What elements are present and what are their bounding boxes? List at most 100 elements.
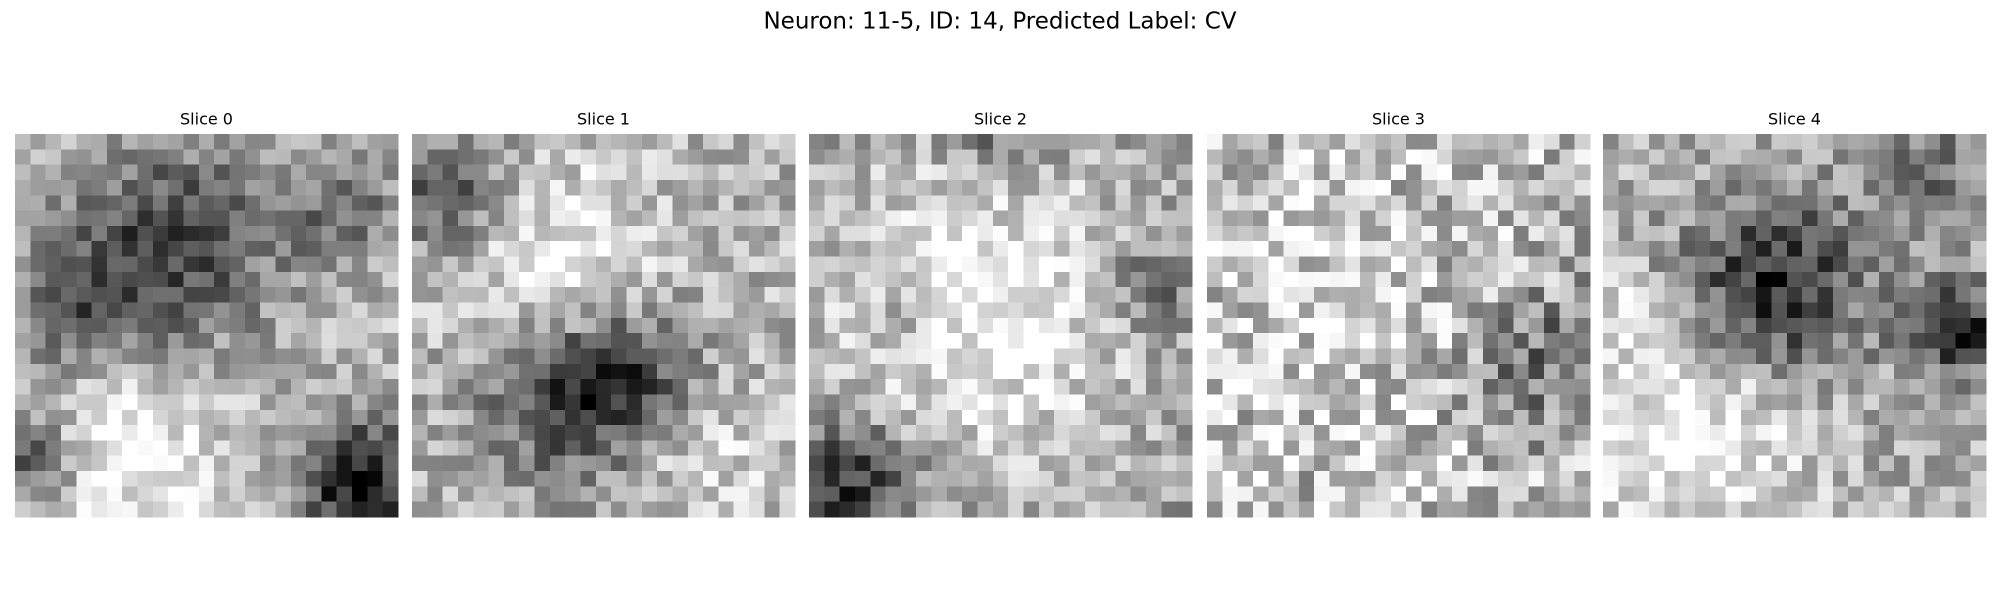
pixel	[1038, 302, 1055, 319]
pixel	[1574, 271, 1591, 288]
pixel	[91, 486, 108, 503]
pixel	[412, 425, 428, 441]
pixel	[367, 348, 384, 365]
pixel	[779, 134, 796, 150]
pixel	[1802, 409, 1818, 426]
pixel	[1924, 409, 1941, 426]
pixel	[1283, 134, 1300, 150]
pixel	[733, 501, 750, 518]
pixel	[1878, 471, 1895, 487]
pixel	[1390, 241, 1407, 257]
pixel	[824, 302, 841, 319]
pixel	[1161, 225, 1178, 242]
pixel	[122, 425, 138, 441]
pixel	[809, 409, 825, 426]
pixel	[1786, 271, 1803, 288]
pixel	[367, 379, 384, 395]
pixel	[1069, 333, 1086, 349]
pixel	[1069, 195, 1086, 211]
pixel	[1038, 179, 1055, 196]
pixel	[1436, 471, 1453, 487]
pixel	[672, 394, 689, 411]
pixel	[152, 271, 169, 288]
pixel	[1406, 486, 1422, 503]
pixel	[1863, 363, 1880, 380]
pixel	[1528, 425, 1545, 441]
pixel	[1268, 317, 1284, 334]
pixel	[442, 134, 459, 150]
pixel	[885, 363, 902, 380]
pixel	[198, 425, 215, 441]
pixel	[1038, 317, 1055, 334]
pixel	[1924, 471, 1941, 487]
pixel	[1618, 317, 1635, 334]
pixel	[1940, 179, 1956, 196]
pixel	[412, 302, 428, 319]
pixel	[1298, 317, 1315, 334]
pixel	[1283, 455, 1300, 472]
pixel	[382, 379, 399, 395]
pixel	[672, 287, 689, 303]
pixel	[1421, 256, 1438, 273]
pixel	[473, 440, 489, 457]
pixel	[687, 241, 704, 257]
pixel	[946, 225, 963, 242]
pixel	[427, 149, 444, 166]
pixel	[1878, 394, 1895, 411]
pixel	[1390, 210, 1407, 227]
pixel	[1863, 425, 1880, 441]
pixel	[1786, 425, 1803, 441]
pixel	[1314, 179, 1330, 196]
pixel	[1344, 195, 1361, 211]
pixel	[1528, 134, 1545, 150]
pixel	[457, 210, 474, 227]
pixel	[854, 149, 871, 166]
pixel	[1863, 210, 1880, 227]
pixel	[824, 271, 841, 288]
pixel	[1559, 501, 1576, 518]
pixel	[519, 333, 535, 349]
pixel	[503, 241, 520, 257]
pixel	[611, 225, 627, 242]
pixel	[1498, 317, 1514, 334]
pixel	[1970, 425, 1987, 441]
pixel	[473, 195, 489, 211]
pixel	[1725, 317, 1742, 334]
pixel	[1756, 394, 1772, 411]
pixel	[45, 471, 62, 487]
pixel	[1863, 471, 1880, 487]
pixel	[1664, 256, 1680, 273]
pixel	[1528, 302, 1545, 319]
pixel	[198, 455, 215, 472]
pixel	[626, 225, 643, 242]
pixel	[1390, 302, 1407, 319]
pixel	[749, 210, 765, 227]
pixel	[962, 317, 978, 334]
pixel	[367, 287, 384, 303]
pixel	[60, 455, 77, 472]
pixel	[1222, 164, 1239, 181]
pixel	[1283, 471, 1300, 487]
pixel	[367, 149, 384, 166]
pixel	[1069, 302, 1086, 319]
pixel	[1436, 501, 1453, 518]
pixel	[764, 225, 781, 242]
pixel	[122, 317, 138, 334]
pixel	[137, 287, 154, 303]
pixel	[839, 425, 856, 441]
pixel	[1237, 363, 1254, 380]
pixel	[244, 164, 261, 181]
pixel	[352, 409, 368, 426]
pixel	[992, 333, 1009, 349]
pixel	[183, 302, 200, 319]
pixel	[1559, 195, 1576, 211]
pixel	[1344, 486, 1361, 503]
pixel	[1360, 486, 1376, 503]
pixel	[1222, 179, 1239, 196]
pixel	[1817, 363, 1834, 380]
pixel	[1268, 302, 1284, 319]
pixel	[1222, 501, 1239, 518]
pixel	[534, 425, 551, 441]
pixel	[122, 455, 138, 472]
pixel	[1955, 455, 1972, 472]
